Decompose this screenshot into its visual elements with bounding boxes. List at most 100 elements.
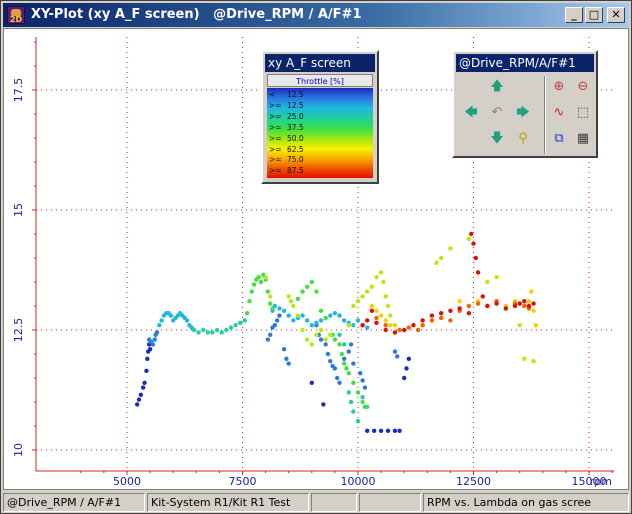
data-point bbox=[268, 301, 273, 306]
x-tick-label: 10000 bbox=[341, 475, 376, 488]
data-point bbox=[378, 313, 384, 318]
fit-to-window-button[interactable]: ⧉ bbox=[548, 128, 570, 150]
legend-row-value: 37.5 bbox=[287, 122, 304, 132]
pan-right-button[interactable]: 🡆 bbox=[512, 102, 534, 124]
data-point bbox=[346, 323, 351, 328]
data-point bbox=[404, 366, 409, 371]
close-button[interactable]: ✕ bbox=[607, 7, 625, 23]
y-tick-label: 15 bbox=[12, 203, 25, 217]
data-point bbox=[265, 289, 271, 294]
legend-title[interactable]: xy A_F screen bbox=[265, 54, 375, 72]
undo-icon: ↶ bbox=[491, 105, 503, 120]
data-point bbox=[351, 303, 356, 309]
data-point bbox=[369, 303, 375, 309]
data-point bbox=[304, 337, 310, 342]
zoom-in-button[interactable]: ⊕ bbox=[548, 76, 570, 98]
data-point bbox=[383, 294, 388, 299]
minimize-button[interactable]: _ bbox=[565, 7, 583, 23]
data-point bbox=[249, 289, 254, 294]
data-point bbox=[420, 318, 425, 323]
data-point bbox=[244, 311, 250, 316]
zoom-box-button[interactable]: ⬚ bbox=[572, 102, 594, 124]
plot-tool-panel[interactable]: @Drive_RPM/A/F#1 🡅 ⊕ ⊖ 🡄 ↶ 🡆 ∿ ⬚ 🡇 ⚲ ⧉ ▦ bbox=[452, 50, 598, 158]
lasso-button[interactable]: ⚲ bbox=[512, 128, 534, 150]
data-point bbox=[291, 303, 296, 309]
data-point bbox=[242, 318, 248, 323]
curve-fit-button[interactable]: ∿ bbox=[548, 102, 570, 124]
data-point bbox=[300, 289, 305, 294]
data-point bbox=[522, 303, 527, 309]
legend-row-operator: >= bbox=[269, 100, 282, 110]
data-point bbox=[395, 354, 400, 359]
data-point bbox=[471, 241, 476, 246]
status-description: RPM vs. Lambda on gas scree bbox=[423, 493, 629, 512]
pan-up-button[interactable]: 🡅 bbox=[486, 76, 508, 98]
data-point bbox=[286, 294, 291, 299]
data-point bbox=[286, 361, 291, 366]
data-point bbox=[494, 275, 499, 280]
data-point bbox=[533, 323, 539, 328]
data-point bbox=[392, 428, 398, 433]
pan-down-button[interactable]: 🡇 bbox=[486, 128, 508, 150]
data-point bbox=[360, 378, 365, 383]
data-point bbox=[358, 371, 363, 376]
maximize-button[interactable]: □ bbox=[585, 7, 603, 23]
calculator-icon: ▦ bbox=[576, 131, 590, 146]
data-point bbox=[503, 306, 509, 311]
data-point bbox=[196, 330, 201, 335]
data-point bbox=[397, 428, 402, 433]
data-point bbox=[258, 279, 264, 285]
legend-row-value: 12.5 bbox=[287, 100, 304, 110]
data-point bbox=[325, 351, 331, 357]
data-point bbox=[309, 380, 314, 385]
data-point bbox=[332, 366, 338, 371]
data-point bbox=[337, 313, 342, 318]
data-point bbox=[429, 318, 435, 323]
status-empty-1 bbox=[311, 493, 357, 512]
data-point bbox=[526, 303, 532, 309]
data-point bbox=[480, 294, 485, 299]
data-point bbox=[374, 275, 379, 280]
data-point bbox=[360, 323, 365, 328]
legend-panel[interactable]: xy A_F screen Throttle [%] <12.5 >= 12.5 >=… bbox=[261, 50, 379, 184]
data-point bbox=[323, 337, 328, 342]
legend-row: >= 75.0 bbox=[269, 155, 369, 165]
tool-panel-title[interactable]: @Drive_RPM/A/F#1 bbox=[456, 54, 594, 72]
data-point bbox=[473, 255, 479, 261]
title-bar[interactable]: 2D XY-Plot (xy A_F screen) @Drive_RPM / … bbox=[3, 3, 629, 27]
data-point bbox=[369, 284, 375, 289]
calculator-button[interactable]: ▦ bbox=[572, 128, 594, 150]
data-point bbox=[517, 323, 522, 328]
lasso-icon: ⚲ bbox=[518, 131, 528, 146]
data-point bbox=[522, 356, 527, 361]
data-point bbox=[140, 385, 146, 390]
data-point bbox=[415, 327, 421, 333]
status-empty-2 bbox=[359, 493, 421, 512]
data-point bbox=[494, 301, 499, 306]
legend-row: >= 25.0 bbox=[269, 112, 369, 122]
data-point bbox=[314, 320, 319, 325]
data-point bbox=[348, 399, 354, 405]
legend-row: >= 62.5 bbox=[269, 145, 369, 155]
data-point bbox=[381, 279, 386, 285]
pan-left-button[interactable]: 🡄 bbox=[460, 102, 482, 124]
select-rectangle-icon: ⬚ bbox=[576, 105, 590, 120]
undo-button[interactable]: ↶ bbox=[486, 102, 508, 124]
status-bar: @Drive_RPM / A/F#1 Kit-System R1/Kit R1 … bbox=[3, 492, 629, 513]
data-point bbox=[268, 294, 273, 299]
zoom-out-button[interactable]: ⊖ bbox=[572, 76, 594, 98]
legend-color-scale bbox=[267, 88, 373, 178]
data-point bbox=[318, 337, 324, 342]
data-point bbox=[406, 325, 412, 330]
app-2d-icon[interactable]: 2D bbox=[7, 6, 25, 24]
data-point bbox=[351, 361, 356, 366]
data-point bbox=[323, 315, 328, 321]
data-point bbox=[288, 299, 294, 304]
data-point bbox=[346, 349, 351, 354]
data-point bbox=[365, 289, 370, 294]
data-point bbox=[328, 313, 333, 318]
data-point bbox=[144, 368, 149, 373]
data-point bbox=[512, 303, 518, 309]
data-point bbox=[256, 275, 261, 280]
